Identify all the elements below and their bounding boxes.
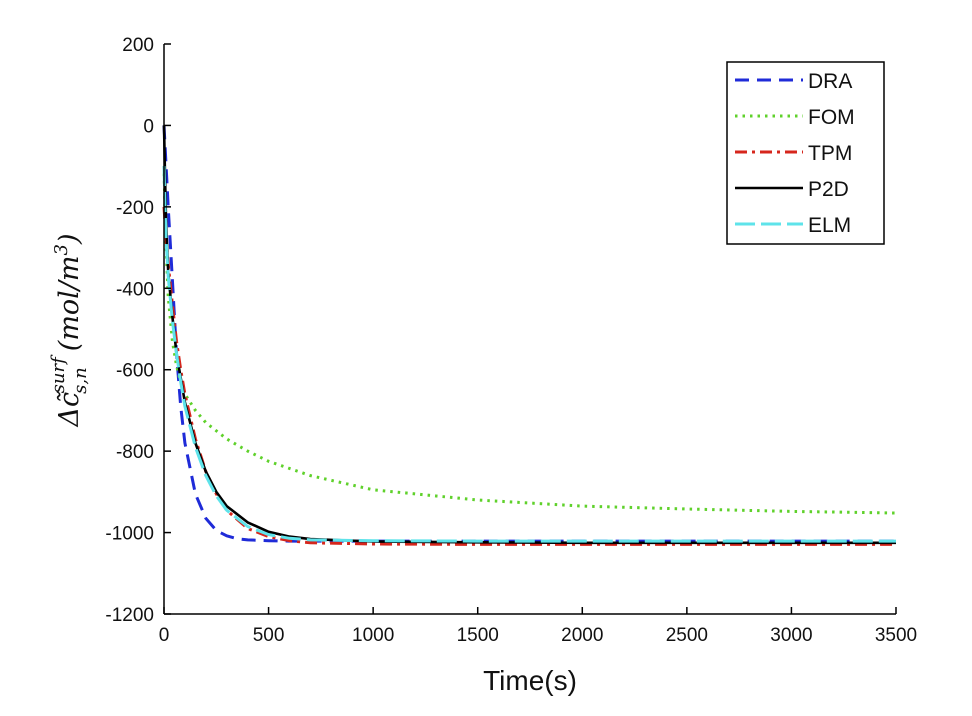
y-ticks: 200 0 -200 -400 -600 -800 -1000 -1200	[105, 35, 171, 626]
x-tick-label: 1000	[352, 625, 394, 646]
y-tick-label: -400	[116, 279, 154, 300]
series-line-fom	[162, 166, 897, 515]
y-axis-title-sup: surf	[48, 354, 69, 393]
y-tick-label: -1200	[105, 605, 154, 626]
x-tick-label: 500	[253, 625, 285, 646]
y-axis-title-units: (mol/m	[54, 255, 85, 351]
legend-label-fom: FOM	[808, 106, 855, 129]
y-tick-label: 200	[122, 35, 154, 56]
y-tick-label: -800	[116, 442, 154, 463]
legend: DRA FOM TPM P2D ELM	[726, 61, 885, 245]
x-ticks: 0 500 1000 1500 2000 2500 3000 3500	[159, 607, 917, 646]
y-tick-label: -600	[116, 361, 154, 382]
x-tick-label: 2500	[666, 625, 708, 646]
x-tick-label: 1500	[457, 625, 499, 646]
y-axis-title-symbol: Δc̃	[54, 391, 85, 428]
x-tick-label: 0	[159, 625, 170, 646]
legend-box	[726, 61, 885, 245]
legend-label-dra: DRA	[808, 70, 852, 93]
x-tick-label: 2000	[561, 625, 603, 646]
y-axis-title-close: )	[54, 233, 85, 245]
legend-label-p2d: P2D	[808, 178, 849, 201]
y-axis-title: Δc̃s,nsurf (mol/m3)	[48, 233, 91, 427]
legend-label-tpm: TPM	[808, 142, 852, 165]
y-axis-title-sub: s,n	[70, 367, 91, 394]
y-tick-label: 0	[143, 116, 154, 137]
y-tick-label: -1000	[105, 524, 154, 545]
series-line-elm	[162, 166, 896, 543]
svg-text:Δc̃s,nsurf(mol/m3): Δc̃s,nsurf (mol/m3)	[48, 233, 91, 427]
y-axis-title-units-sup: 3	[51, 244, 72, 255]
series-line-tpm	[162, 206, 896, 546]
plot-area: 0 500 1000 1500 2000 2500 3000 3500 2000-200-40…	[105, 35, 917, 646]
series-layer	[162, 125, 897, 546]
legend-label-elm: ELM	[808, 214, 851, 237]
x-tick-label: 3500	[875, 625, 917, 646]
y-tick-label: -200	[116, 198, 154, 219]
x-tick-label: 3000	[770, 625, 812, 646]
x-axis-title: Time(s)	[483, 665, 577, 696]
